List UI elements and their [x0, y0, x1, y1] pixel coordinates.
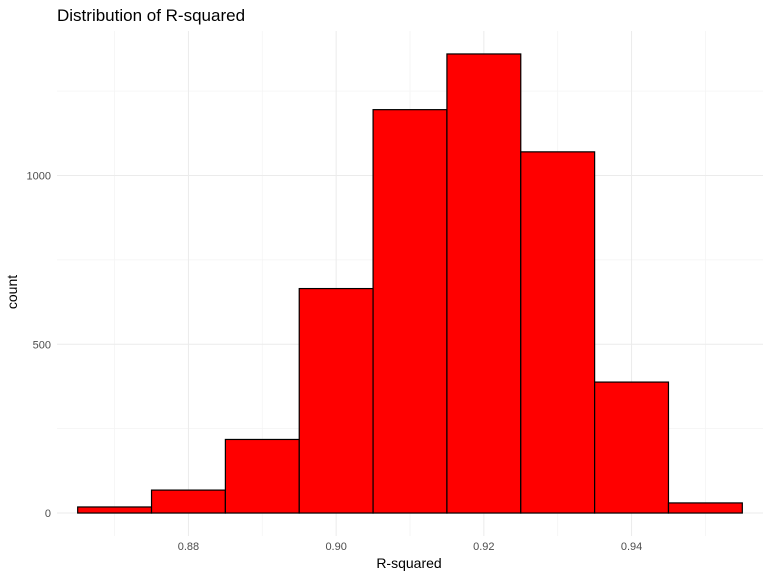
x-tick-labels: 0.88 0.90 0.92 0.94	[178, 541, 643, 553]
x-tick-label: 0.90	[325, 541, 346, 553]
x-tick-label: 0.94	[621, 541, 642, 553]
bars	[77, 53, 743, 514]
x-axis-title: R-squared	[376, 555, 441, 571]
histogram-bar	[224, 438, 300, 514]
histogram-bar	[150, 489, 226, 514]
histogram-bar	[667, 502, 743, 514]
y-tick-label: 0	[45, 508, 51, 520]
histogram-bar	[520, 151, 596, 514]
histogram-bar	[77, 506, 153, 514]
histogram-bar	[446, 53, 522, 514]
y-axis-title: count	[4, 275, 20, 309]
histogram-bar	[594, 381, 670, 514]
x-tick-label: 0.92	[473, 541, 494, 553]
histogram-bar	[372, 109, 448, 514]
chart-title: Distribution of R-squared	[57, 6, 245, 25]
y-tick-labels: 0 500 1000	[27, 170, 51, 520]
y-tick-label: 500	[33, 339, 51, 351]
y-tick-label: 1000	[27, 170, 51, 182]
histogram-bar	[298, 287, 374, 514]
x-tick-label: 0.88	[178, 541, 199, 553]
